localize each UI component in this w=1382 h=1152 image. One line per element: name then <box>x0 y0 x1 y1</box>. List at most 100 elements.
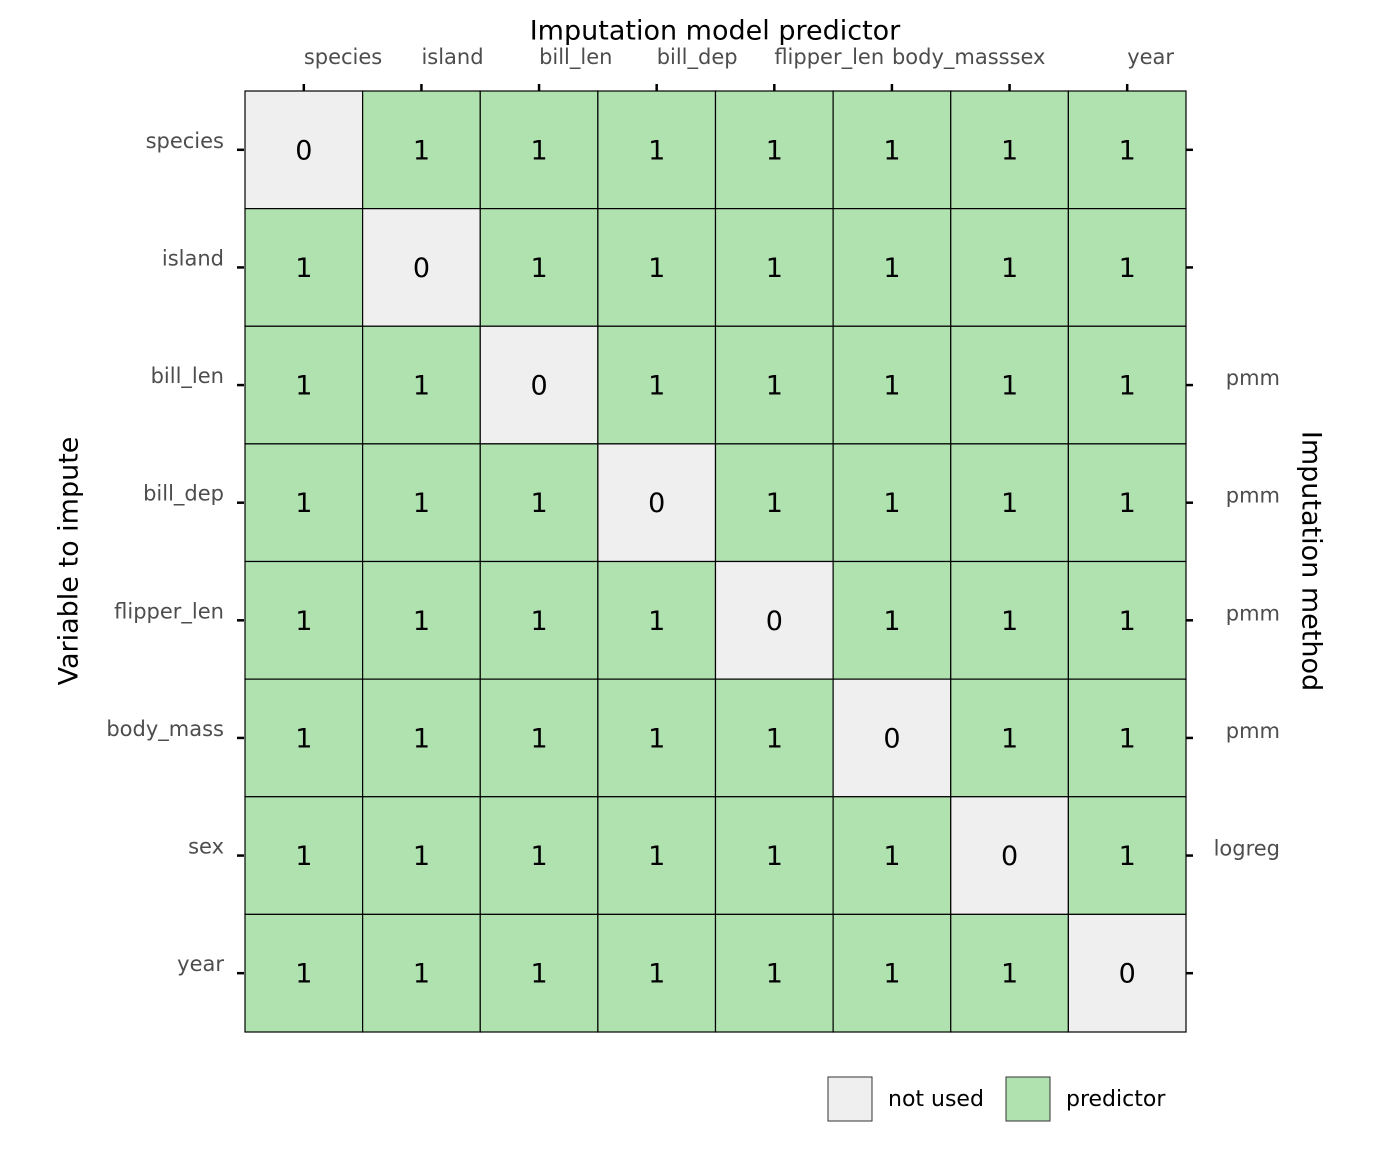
cell-label: 1 <box>530 135 547 166</box>
cell-label: 1 <box>413 488 430 519</box>
cell-label: 1 <box>648 959 665 990</box>
cell <box>244 325 364 445</box>
cell <box>1067 796 1187 915</box>
cell <box>832 678 952 798</box>
cell <box>1067 678 1187 798</box>
cell <box>1067 913 1187 1033</box>
cell <box>597 913 717 1033</box>
cell <box>714 90 834 210</box>
cell-label: 1 <box>1119 723 1136 754</box>
cell <box>714 443 834 563</box>
cell-label: 1 <box>766 723 783 754</box>
cell-label: 1 <box>295 606 312 637</box>
cell <box>832 796 952 915</box>
y-tick-label: bill_len <box>151 364 224 389</box>
cell-label: 1 <box>648 135 665 166</box>
cell <box>832 325 952 445</box>
legend-label: predictor <box>1066 1087 1166 1112</box>
y2-axis-title: Imputation method <box>1296 431 1327 691</box>
x-tick-label: year <box>1127 45 1174 69</box>
cell-label: 1 <box>413 606 430 637</box>
cell-label: 1 <box>766 371 783 402</box>
cell <box>362 208 481 327</box>
y-axis-title: Variable to impute <box>54 437 85 686</box>
cell-label: 1 <box>648 841 665 872</box>
legend-swatch <box>827 1076 873 1122</box>
cell-label: 1 <box>413 723 430 754</box>
cell <box>244 796 364 915</box>
x-tick-label: bill_len <box>539 45 612 70</box>
cell-label: 1 <box>766 841 783 872</box>
x-tick-label: sex <box>1010 45 1046 69</box>
cell-label: 1 <box>648 253 665 284</box>
cell-label: 1 <box>648 371 665 402</box>
cell-label: 1 <box>295 841 312 872</box>
cell-label: 1 <box>1119 135 1136 166</box>
cell-label: 1 <box>1001 488 1018 519</box>
cell <box>714 678 834 798</box>
cell <box>832 208 952 327</box>
cell-label: 1 <box>1119 606 1136 637</box>
cell-label: 1 <box>648 606 665 637</box>
cell <box>479 796 599 915</box>
y-tick-label: bill_dep <box>143 482 224 507</box>
y-tick-label: species <box>146 129 224 153</box>
cell-label: 0 <box>1119 959 1136 990</box>
cell-label: 1 <box>1119 841 1136 872</box>
cell-label: 1 <box>413 841 430 872</box>
y2-tick-label: logreg <box>1214 837 1280 861</box>
cell-label: 1 <box>883 253 900 284</box>
cell-label: 1 <box>883 841 900 872</box>
cell <box>832 913 952 1033</box>
cell-label: 0 <box>295 135 312 166</box>
cell-label: 1 <box>883 606 900 637</box>
cell <box>714 913 834 1033</box>
x-tick-label: flipper_len <box>774 45 884 70</box>
y2-tick-label: pmm <box>1226 719 1280 743</box>
cell-label: 1 <box>883 371 900 402</box>
cell-label: 1 <box>413 959 430 990</box>
y-tick-label: year <box>177 952 224 976</box>
cell-label: 1 <box>530 253 547 284</box>
cell <box>362 90 481 210</box>
cell <box>714 796 834 915</box>
cell-label: 1 <box>1001 253 1018 284</box>
cell <box>244 90 364 210</box>
chart-title: Imputation model predictor <box>530 16 901 47</box>
cell-label: 1 <box>1001 371 1018 402</box>
cell-label: 1 <box>1119 371 1136 402</box>
cell <box>950 443 1069 563</box>
cell-label: 1 <box>1001 135 1018 166</box>
cell <box>832 90 952 210</box>
cell-label: 1 <box>295 959 312 990</box>
cell <box>597 560 717 680</box>
cell <box>362 913 481 1033</box>
y-tick-label: sex <box>188 835 224 859</box>
cell <box>950 208 1069 327</box>
cell <box>1067 90 1187 210</box>
x-tick-label: island <box>421 45 483 69</box>
cell <box>479 913 599 1033</box>
y2-tick-label: pmm <box>1226 484 1280 508</box>
cell-label: 1 <box>1119 253 1136 284</box>
cell-label: 1 <box>530 488 547 519</box>
cell <box>597 443 717 563</box>
cell <box>479 443 599 563</box>
cell-label: 0 <box>766 606 783 637</box>
cell-label: 1 <box>1001 959 1018 990</box>
cell <box>950 796 1069 915</box>
cell-label: 1 <box>413 371 430 402</box>
cell <box>1067 560 1187 680</box>
y2-tick-label: pmm <box>1226 601 1280 625</box>
cell-label: 1 <box>295 371 312 402</box>
x-tick-label: species <box>304 45 382 69</box>
cell-label: 1 <box>1001 723 1018 754</box>
cell <box>950 678 1069 798</box>
cell <box>479 560 599 680</box>
cell-label: 0 <box>1001 841 1018 872</box>
cell-label: 1 <box>883 488 900 519</box>
cell <box>950 325 1069 445</box>
cell <box>362 678 481 798</box>
cell-label: 1 <box>530 959 547 990</box>
